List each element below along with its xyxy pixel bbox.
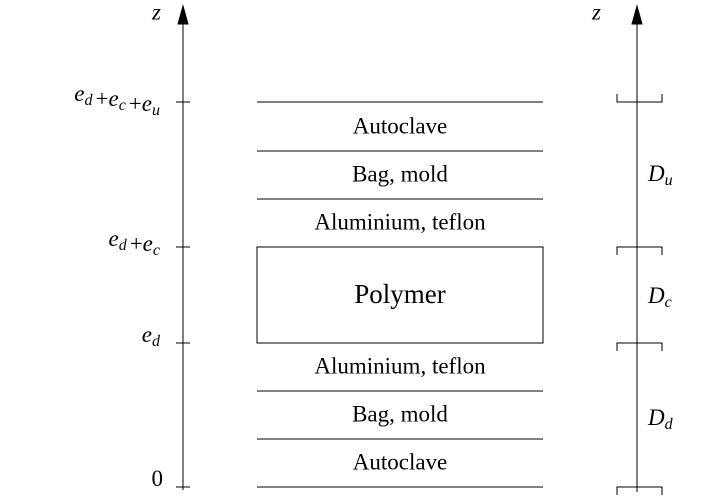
symbol: D bbox=[647, 405, 665, 430]
layer-label: Bag, mold bbox=[352, 161, 448, 186]
left-axis-name: z bbox=[151, 0, 161, 24]
symbol: e bbox=[142, 91, 152, 116]
symbol: e bbox=[108, 86, 118, 111]
subscript: d bbox=[84, 92, 93, 109]
left-ticks bbox=[176, 101, 190, 488]
subscript: d bbox=[152, 333, 161, 350]
layer-label: Polymer bbox=[354, 279, 446, 309]
bracket bbox=[616, 246, 663, 255]
layer-label: Aluminium, teflon bbox=[314, 209, 486, 234]
domain-label: Dd bbox=[647, 405, 674, 432]
domain-label: Dc bbox=[647, 283, 672, 310]
tick-label: ed bbox=[142, 322, 161, 349]
symbol: e bbox=[74, 81, 84, 106]
polymer-box bbox=[256, 246, 544, 344]
bracket bbox=[616, 94, 663, 103]
subscript: c bbox=[119, 97, 126, 114]
subscript: u bbox=[665, 172, 673, 189]
layer-labels: Autoclave Bag, mold Aluminium, teflon Polym… bbox=[314, 113, 486, 474]
subscript: d bbox=[665, 416, 674, 433]
layer-label: Aluminium, teflon bbox=[314, 353, 486, 378]
symbol: D bbox=[647, 283, 665, 308]
left-arrow bbox=[177, 4, 189, 25]
bracket bbox=[616, 486, 663, 495]
symbol: e bbox=[142, 322, 152, 347]
subscript: c bbox=[153, 242, 160, 259]
tick-label: 0 bbox=[152, 466, 164, 491]
bracket bbox=[616, 342, 663, 351]
symbol: e bbox=[108, 226, 118, 251]
subscript: c bbox=[665, 294, 672, 311]
domain-brackets bbox=[616, 94, 663, 495]
operator: 0 bbox=[152, 466, 164, 491]
subscript: u bbox=[152, 102, 160, 119]
symbol: D bbox=[647, 161, 665, 186]
layer-label: Autoclave bbox=[353, 113, 448, 138]
layer-lines bbox=[256, 101, 544, 488]
layer-label: Autoclave bbox=[353, 449, 448, 474]
right-axis-name: z bbox=[591, 0, 601, 24]
tick-label: ed +ec bbox=[108, 226, 160, 258]
operator: + bbox=[129, 91, 142, 116]
operator: + bbox=[130, 231, 143, 256]
right-arrow bbox=[631, 4, 643, 25]
layer-label: Bag, mold bbox=[352, 401, 448, 426]
subscript: d bbox=[119, 237, 128, 254]
operator: + bbox=[95, 86, 108, 111]
domain-label: Du bbox=[647, 161, 673, 188]
symbol: e bbox=[143, 231, 153, 256]
tick-label: ed +ec +eu bbox=[74, 81, 160, 118]
